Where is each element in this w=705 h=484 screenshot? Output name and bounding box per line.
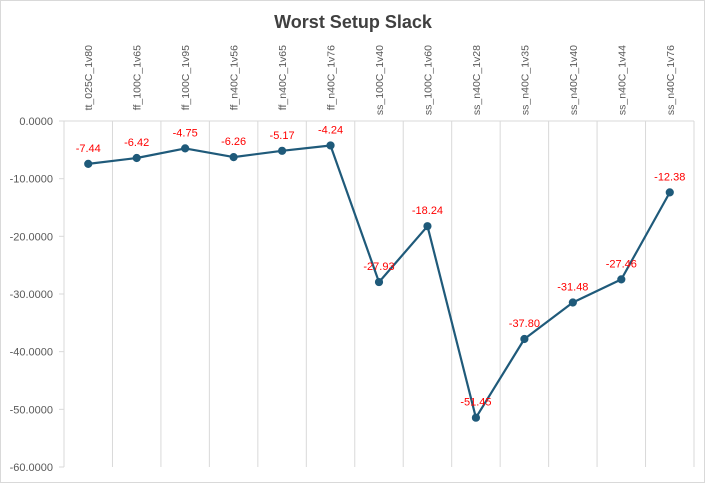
data-label: -18.24 <box>412 205 443 217</box>
data-label: -4.24 <box>318 124 343 136</box>
y-tick-label: -40.0000 <box>10 347 53 359</box>
data-label: -27.93 <box>363 261 394 273</box>
y-tick-label: 0.0000 <box>19 116 53 128</box>
x-tick-label: ss_n40C_1v44 <box>616 45 628 115</box>
data-labels: -7.44 -6.42 -4.75 -6.26 -5.17 -4.24 -27.93 -18.… <box>76 124 686 408</box>
data-point <box>568 298 577 307</box>
grid-lines <box>111 121 695 467</box>
x-tick-label: ff_100C_1v65 <box>132 45 144 110</box>
series-markers <box>84 141 674 422</box>
x-tick-label: ss_100C_1v40 <box>374 45 386 115</box>
data-point <box>617 275 626 284</box>
y-tick-label: -20.0000 <box>10 231 53 243</box>
x-tick-label: ss_n40C_1v35 <box>519 45 531 115</box>
data-point <box>84 159 93 169</box>
data-label: -27.46 <box>606 258 637 270</box>
data-point <box>471 413 481 422</box>
data-point <box>132 153 141 163</box>
data-point <box>277 146 287 155</box>
data-point <box>374 277 384 287</box>
x-tick-label: ff_n40C_1v56 <box>229 45 241 110</box>
x-tick-label: ss_100C_1v60 <box>422 45 434 115</box>
data-point <box>665 188 674 197</box>
x-tick-label: tt_025C_1v80 <box>83 45 95 111</box>
x-tick-label: ff_n40C_1v65 <box>277 45 289 110</box>
x-axis-tick-labels: tt_025C_1v80 ff_100C_1v65 ff_100C_1v95 ff_n… <box>83 45 677 115</box>
y-tick-label: -50.0000 <box>10 404 53 416</box>
data-point <box>520 334 529 344</box>
data-label: -6.26 <box>221 136 246 148</box>
y-axis-tick-labels: 0.0000 -10.0000 -20.0000 -30.0000 -40.0000 -5… <box>10 116 53 474</box>
y-tick-label: -10.0000 <box>10 174 53 186</box>
data-point <box>229 152 238 162</box>
data-label: -12.38 <box>654 171 685 183</box>
data-label: -51.45 <box>460 397 491 409</box>
data-point <box>181 144 190 153</box>
data-label: -4.75 <box>173 127 198 139</box>
data-point <box>423 222 432 231</box>
data-label: -5.17 <box>270 130 295 142</box>
x-tick-label: ff_100C_1v95 <box>180 45 192 110</box>
chart-title: Worst Setup Slack <box>274 12 433 32</box>
data-label: -7.44 <box>76 143 101 155</box>
x-tick-label: ff_n40C_1v76 <box>326 45 338 110</box>
data-point <box>326 141 335 150</box>
y-tick-label: -30.0000 <box>10 289 53 301</box>
x-tick-label: ss_n40C_1v28 <box>471 45 483 115</box>
data-label: -6.42 <box>124 137 149 149</box>
x-tick-label: ss_n40C_1v76 <box>665 45 677 115</box>
data-label: -37.80 <box>509 318 540 330</box>
y-tick-label: -60.0000 <box>10 462 53 474</box>
x-tick-label: ss_n40C_1v40 <box>568 45 580 115</box>
data-label: -31.48 <box>557 282 588 294</box>
axes <box>59 120 694 468</box>
